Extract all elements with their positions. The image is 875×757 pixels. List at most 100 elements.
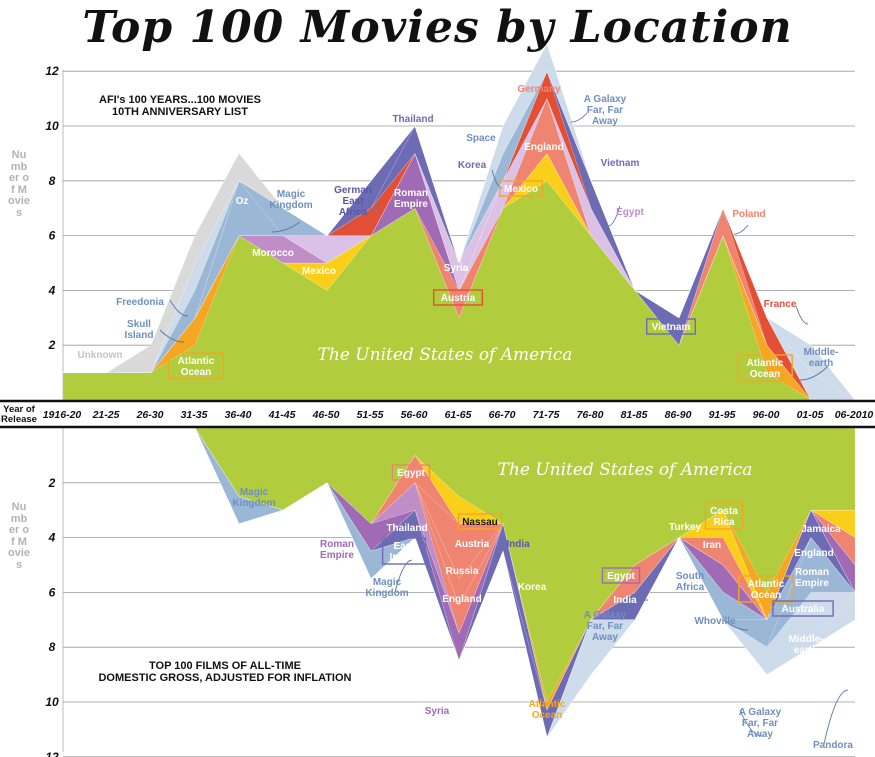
series-label-vietnam: Vietnam <box>601 158 640 169</box>
top-area-bands <box>62 43 856 401</box>
series-label-the-united-states-of-america: The United States of America <box>318 345 573 365</box>
series-label-india: India <box>613 595 637 606</box>
x-tick-label: 36-40 <box>225 409 252 421</box>
series-label-germany: Germany <box>517 84 561 95</box>
series-label-text: Africa <box>339 207 368 218</box>
series-label-text: India <box>506 539 530 550</box>
label-box <box>601 567 641 584</box>
series-label-middle-earth: Middle-earth <box>789 634 824 656</box>
label-box <box>646 318 697 335</box>
x-tick-label: 21-25 <box>92 409 120 421</box>
callout-line <box>394 559 413 593</box>
top-y-tick-label: 8 <box>49 174 56 188</box>
callout-line <box>733 224 749 235</box>
callout-line <box>739 709 763 737</box>
label-box <box>168 352 224 380</box>
x-tick-label: 1916-20 <box>43 409 82 421</box>
top-y-tick-label: 10 <box>45 119 59 133</box>
top-subtitle-line-2: 10TH ANNIVERSARY LIST <box>112 106 248 118</box>
callout-line <box>491 169 503 189</box>
top-y-tick-label: 6 <box>49 229 56 243</box>
x-tick-label: 31-35 <box>181 409 208 421</box>
series-label-text: Skull <box>127 319 151 330</box>
callout-line <box>271 221 301 233</box>
series-label-text: Egypt <box>616 207 644 218</box>
series-label-text: Pandora <box>813 740 853 751</box>
series-label-england: England <box>524 142 563 153</box>
x-axis-title-line: Year of <box>3 404 36 415</box>
x-tick-label: 56-60 <box>401 409 428 421</box>
top-chart-subtitle: AFI's 100 YEARS...100 MOVIES 10TH ANNIVE… <box>80 94 280 118</box>
label-box <box>391 464 431 481</box>
series-label-text: Ocean <box>751 590 782 601</box>
series-label-the-united-states-of-america: The United States of America <box>498 460 753 480</box>
series-label-text: Atlantic <box>529 699 566 710</box>
series-label-text: Thailand <box>386 523 427 534</box>
series-label-russia: Russia <box>446 566 479 577</box>
callout-line <box>570 112 588 123</box>
x-tick-label: 71-75 <box>533 409 560 421</box>
series-label-text: Nassau <box>462 517 498 528</box>
series-label-text: Mexico <box>504 184 538 195</box>
series-labels: The United States of America Unknown Freed… <box>78 84 854 751</box>
series-label-text: Roman <box>795 567 829 578</box>
series-label-text: Whoville <box>694 616 736 627</box>
series-label-unknown: Unknown <box>78 350 123 361</box>
top-band-magic-kingdom <box>63 70 855 401</box>
series-label-oz: Oz <box>236 196 249 207</box>
series-label-whoville: Whoville <box>694 616 736 627</box>
series-label-text: India <box>613 595 637 606</box>
series-label-text: Egypt <box>607 571 635 582</box>
series-label-text: Ocean <box>750 369 781 380</box>
bottom-y-tick-label: 10 <box>45 695 59 709</box>
x-tick-label: 91-95 <box>709 409 736 421</box>
series-label-nassau: Nassau <box>457 513 503 530</box>
series-label-text: Austria <box>441 293 476 304</box>
bottom-y-tick-label: 8 <box>49 640 56 654</box>
label-box <box>737 354 793 382</box>
series-label-text: South <box>676 571 704 582</box>
series-label-text: The United States of America <box>318 345 573 365</box>
series-label-syria: Syria <box>425 706 450 717</box>
series-label-text: Egypt <box>397 468 425 479</box>
series-label-text: Ocean <box>532 710 563 721</box>
series-label-text: Rica <box>713 517 735 528</box>
callout-line <box>611 599 649 614</box>
x-tick-label: 96-00 <box>753 409 780 421</box>
series-label-england: England <box>442 594 481 605</box>
series-label-text: Roman <box>394 188 428 199</box>
series-label-text: England <box>794 548 833 559</box>
series-label-text: Empire <box>320 550 354 561</box>
x-tick-label: 61-65 <box>445 409 472 421</box>
series-label-text: Far, Far <box>587 621 623 632</box>
series-label-poland: Poland <box>732 209 765 220</box>
series-label-egypt: Egypt <box>601 567 641 584</box>
series-label-thailand: Thailand <box>386 523 427 534</box>
series-label-text: England <box>442 594 481 605</box>
top-y-tick-label: 2 <box>48 338 56 352</box>
series-label-text: Africa <box>676 582 705 593</box>
series-label-text: earth <box>809 358 833 369</box>
callout-lines <box>159 112 849 745</box>
series-label-text: Middle- <box>789 634 824 645</box>
top-subtitle-line-1: AFI's 100 YEARS...100 MOVIES <box>99 94 261 106</box>
series-label-text: Empire <box>394 199 428 210</box>
series-label-text: Kingdom <box>365 588 408 599</box>
top-y-tick-label: 12 <box>45 64 59 78</box>
series-label-text: Far, Far <box>742 718 778 729</box>
series-label-text: Australia <box>782 604 825 615</box>
series-label-text: Morocco <box>252 248 294 259</box>
series-label-korea: Korea <box>458 160 487 171</box>
series-label-text: Freedonia <box>116 297 164 308</box>
y-tick-labels: 2 4 6 8 10 12 2 4 6 8 10 12 <box>45 64 59 757</box>
series-label-freedonia: Freedonia <box>116 297 164 308</box>
series-label-text: Middle- <box>804 347 839 358</box>
series-label-mexico: Mexico <box>498 180 544 197</box>
